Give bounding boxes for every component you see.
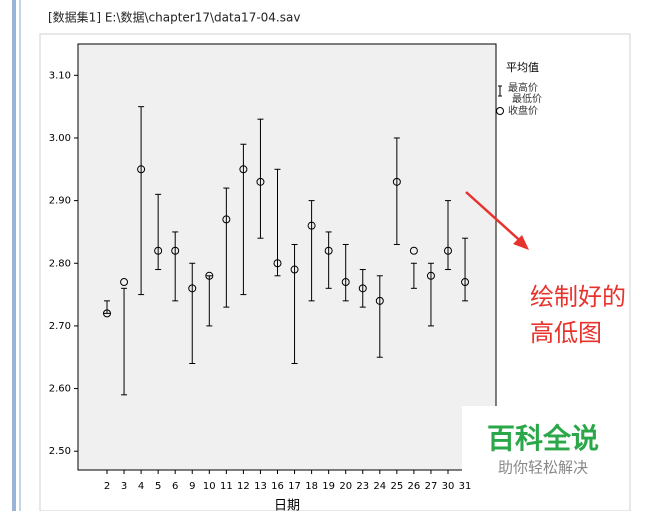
close-marker — [103, 309, 111, 318]
x-tick-label: 30 — [442, 481, 455, 492]
y-tick-label: 2.80 — [49, 258, 71, 269]
watermark-subtitle: 助你轻松解决 — [498, 459, 588, 477]
header: [数据集1] E:\数据\chapter17\data17-04.sav — [48, 10, 300, 25]
x-tick-label: 20 — [339, 481, 352, 492]
plot-area — [77, 43, 497, 471]
y-tick-label: 2.90 — [49, 196, 71, 207]
x-tick-label: 24 — [373, 481, 386, 492]
close-marker — [137, 165, 146, 174]
close-marker — [392, 177, 401, 186]
chart: 2.502.602.702.802.903.003.102 3 4 5 6 9 10 11 12… — [49, 43, 542, 511]
x-tick-label: 16 — [271, 481, 284, 492]
legend-label: 最低价 — [512, 92, 542, 105]
close-marker — [324, 246, 333, 255]
y-tick-label: 3.00 — [49, 133, 71, 144]
legend-label: 最高价 — [508, 81, 538, 94]
arrow — [465, 191, 527, 247]
close-marker — [222, 215, 231, 224]
close-marker — [358, 284, 367, 293]
x-tick-label: 18 — [305, 481, 318, 492]
x-tick-label: 5 — [155, 481, 161, 492]
close-marker — [375, 296, 384, 305]
y-tick-label: 2.50 — [49, 446, 71, 457]
y-tick-label: 2.60 — [49, 384, 71, 395]
close-marker — [188, 284, 197, 293]
window-edge — [19, 0, 21, 511]
annotation: 高低图 — [530, 319, 602, 347]
watermark-box — [462, 406, 626, 482]
x-tick-label: 3 — [121, 481, 127, 492]
close-marker — [426, 271, 435, 280]
x-tick-label: 19 — [322, 481, 335, 492]
close-marker — [273, 259, 282, 268]
y-tick-label: 3.10 — [49, 70, 71, 81]
close-marker — [461, 278, 470, 287]
x-tick-label: 13 — [254, 481, 267, 492]
y-tick-label: 2.70 — [49, 321, 71, 332]
x-tick-label: 31 — [459, 481, 472, 492]
window-edge — [12, 0, 16, 511]
close-marker — [239, 165, 248, 174]
x-tick-label: 25 — [390, 481, 403, 492]
x-axis-title: 日期 — [274, 499, 300, 511]
x-tick-label: 4 — [138, 481, 144, 492]
x-tick-label: 9 — [189, 481, 195, 492]
x-tick-label: 11 — [220, 481, 233, 492]
watermark-title: 百科全说 — [487, 422, 599, 455]
close-marker — [341, 278, 350, 287]
close-marker — [256, 177, 265, 186]
close-marker — [290, 265, 299, 274]
x-tick-label: 23 — [356, 481, 369, 492]
legend-symbol — [496, 107, 504, 115]
close-marker — [409, 246, 418, 255]
x-tick-label: 17 — [288, 481, 301, 492]
close-marker — [444, 246, 452, 255]
x-tick-label: 2 — [104, 481, 110, 492]
legend-title: 平均值 — [506, 61, 539, 74]
annotation: 绘制好的 — [530, 283, 626, 311]
x-tick-label: 6 — [172, 481, 178, 492]
x-tick-label: 26 — [408, 481, 421, 492]
x-tick-label: 12 — [237, 481, 250, 492]
close-marker — [307, 221, 316, 230]
x-tick-label: 10 — [203, 481, 216, 492]
close-marker — [205, 271, 214, 280]
close-marker — [120, 278, 129, 287]
arrow-head — [513, 235, 529, 250]
close-marker — [154, 246, 163, 255]
close-marker — [171, 246, 180, 255]
legend-label: 收盘价 — [508, 104, 538, 117]
x-tick-label: 27 — [425, 481, 438, 492]
